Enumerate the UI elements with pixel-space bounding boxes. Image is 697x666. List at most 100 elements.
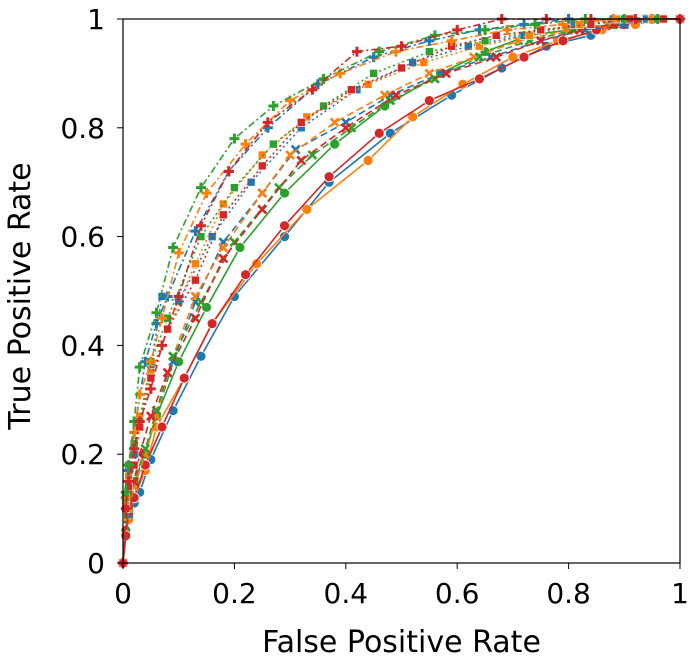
data-point [145, 383, 156, 394]
data-point [296, 155, 307, 166]
data-point [268, 101, 279, 112]
data-point [373, 127, 385, 139]
x-tick-label: 0.2 [212, 577, 257, 610]
data-point [535, 35, 546, 46]
data-point [134, 416, 145, 427]
x-tick-label: 0.4 [324, 577, 369, 610]
data-point [218, 199, 228, 209]
data-point [323, 171, 335, 183]
data-point [173, 247, 184, 258]
data-point [369, 69, 378, 78]
data-point [425, 47, 434, 56]
data-point [190, 226, 201, 237]
plot-frame [122, 18, 681, 564]
data-point [129, 443, 140, 454]
data-point [156, 421, 168, 433]
data-point [384, 127, 396, 139]
x-tick-label: 0 [114, 577, 132, 610]
data-point [296, 118, 306, 127]
data-point [163, 324, 172, 334]
data-point [279, 231, 290, 243]
data-point [173, 291, 184, 302]
data-point [530, 19, 541, 30]
data-point [257, 204, 268, 215]
y-tick-label: 0.4 [60, 329, 105, 362]
data-point [329, 117, 340, 128]
series-layer [117, 13, 686, 569]
data-point [146, 373, 156, 383]
data-point [195, 182, 206, 193]
data-point [134, 362, 145, 373]
data-point [446, 35, 457, 46]
data-point [123, 460, 134, 471]
ticks-layer: 0 0.2 0.4 0.6 0.8 1 0 0.2 0.4 0.6 0.8 1 [60, 3, 688, 610]
data-point [491, 52, 502, 62]
data-point [452, 24, 463, 35]
data-point [229, 133, 240, 144]
data-point [474, 73, 485, 85]
data-point [464, 41, 473, 51]
data-point [191, 259, 200, 269]
data-point [390, 46, 401, 57]
data-point [518, 51, 530, 63]
data-point [429, 30, 440, 41]
y-tick-label: 1 [87, 3, 105, 36]
roc-series-4 [118, 14, 685, 568]
data-point [218, 253, 229, 264]
data-point [279, 220, 290, 232]
data-point [229, 237, 240, 247]
data-point [251, 258, 263, 270]
x-tick-label: 0.8 [546, 577, 591, 610]
data-point [145, 411, 156, 422]
data-point [480, 24, 491, 35]
data-point [257, 150, 267, 160]
roc-series-5 [118, 14, 685, 568]
data-point [441, 68, 451, 79]
data-point [307, 84, 318, 95]
data-point [558, 19, 569, 30]
roc-series-9 [118, 14, 685, 568]
data-point [151, 307, 162, 318]
data-point [480, 36, 490, 46]
data-point [240, 139, 251, 150]
data-point [218, 242, 229, 253]
y-tick-label: 0.6 [60, 221, 105, 254]
data-point [363, 79, 373, 89]
data-point [474, 52, 485, 62]
data-point [340, 122, 351, 133]
series-line [122, 18, 680, 564]
data-point [257, 188, 268, 198]
roc-series-11 [118, 14, 685, 568]
y-tick-label: 0.8 [60, 112, 105, 145]
data-point [391, 90, 401, 101]
data-point [307, 150, 318, 160]
data-point [190, 313, 201, 324]
y-axis-label: True Positive Rate [3, 162, 38, 430]
x-tick-label: 1 [671, 577, 689, 610]
data-point [156, 340, 167, 351]
data-point [362, 155, 374, 166]
data-point [240, 269, 251, 281]
data-point [423, 95, 435, 106]
data-point [195, 220, 206, 231]
data-point [319, 101, 328, 111]
data-point [262, 117, 273, 128]
data-point [223, 166, 234, 177]
y-tick-label: 0.2 [60, 438, 105, 471]
data-point [374, 46, 385, 57]
data-point [347, 85, 356, 95]
data-point [351, 46, 362, 57]
data-point [329, 138, 341, 150]
data-point [123, 476, 134, 487]
data-point [230, 183, 239, 192]
data-point [257, 161, 267, 171]
roc-series-10 [118, 14, 685, 568]
roc-series-2 [117, 13, 686, 569]
roc-series-6 [118, 14, 685, 568]
roc-series-8 [118, 14, 685, 568]
series-line [122, 18, 680, 564]
x-tick-label: 0.6 [435, 577, 480, 610]
data-point [397, 63, 406, 73]
y-tick-label: 0 [87, 547, 105, 580]
